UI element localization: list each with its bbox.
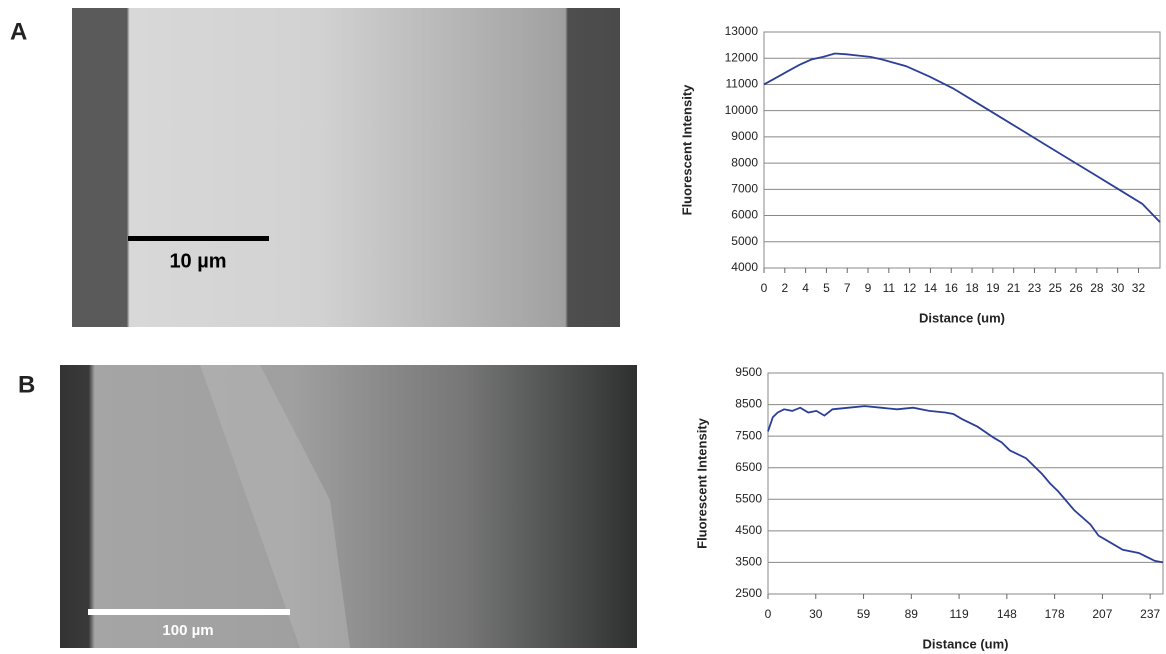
x-tick-label: 4 — [802, 281, 809, 295]
y-tick-label: 4000 — [731, 260, 758, 274]
x-tick-label: 16 — [945, 281, 959, 295]
x-tick-label: 12 — [903, 281, 917, 295]
x-tick-label: 2 — [781, 281, 788, 295]
y-tick-label: 7000 — [731, 182, 758, 196]
x-tick-label: 18 — [965, 281, 979, 295]
scale-bar-label: 10 µm — [169, 250, 226, 272]
x-tick-label: 11 — [883, 281, 896, 295]
scale-bar — [88, 609, 290, 615]
panel-label: A — [10, 18, 27, 45]
x-tick-label: 28 — [1090, 281, 1104, 295]
y-tick-label: 13000 — [725, 24, 759, 38]
x-tick-label: 25 — [1049, 281, 1063, 295]
x-tick-label: 21 — [1007, 281, 1021, 295]
x-tick-label: 119 — [950, 607, 969, 621]
x-tick-label: 178 — [1045, 607, 1065, 621]
x-tick-label: 23 — [1028, 281, 1042, 295]
y-tick-label: 8500 — [735, 397, 762, 411]
panel-label: B — [18, 371, 35, 398]
x-tick-label: 207 — [1092, 607, 1112, 621]
x-tick-label: 0 — [761, 281, 768, 295]
plot-area — [767, 372, 1164, 595]
y-axis-title: Fluorescent Intensity — [694, 417, 709, 549]
scale-bar — [128, 236, 269, 241]
x-tick-label: 5 — [823, 281, 830, 295]
y-tick-label: 9000 — [731, 129, 758, 143]
micrograph — [60, 365, 637, 648]
x-tick-label: 14 — [924, 281, 938, 295]
y-tick-label: 6000 — [731, 208, 758, 222]
x-tick-label: 148 — [997, 607, 1017, 621]
y-tick-label: 8000 — [731, 155, 758, 169]
y-tick-label: 9500 — [735, 365, 762, 379]
x-tick-label: 7 — [844, 281, 851, 295]
x-axis-title: Distance (um) — [919, 310, 1005, 325]
data-line — [767, 405, 1164, 564]
x-tick-label: 32 — [1132, 281, 1146, 295]
x-tick-label: 30 — [1111, 281, 1125, 295]
y-tick-label: 2500 — [735, 586, 762, 600]
micrograph — [72, 8, 620, 327]
y-tick-label: 11000 — [726, 77, 759, 91]
y-tick-label: 3500 — [735, 555, 762, 569]
y-tick-label: 6500 — [735, 460, 762, 474]
x-tick-label: 237 — [1140, 607, 1160, 621]
x-tick-label: 30 — [809, 607, 823, 621]
x-tick-label: 89 — [905, 607, 919, 621]
scale-bar-label: 100 µm — [162, 622, 213, 639]
y-tick-label: 5000 — [731, 234, 758, 248]
x-tick-label: 19 — [986, 281, 1000, 295]
y-tick-label: 10000 — [725, 103, 759, 117]
x-tick-label: 9 — [865, 281, 872, 295]
micrograph-feature — [200, 365, 350, 648]
data-line — [763, 52, 1161, 223]
y-tick-label: 12000 — [725, 50, 759, 64]
y-tick-label: 7500 — [735, 428, 762, 442]
x-axis-title: Distance (um) — [923, 636, 1009, 651]
y-axis-title: Fluorescent Intensity — [679, 84, 694, 216]
plot-area — [763, 31, 1161, 269]
x-tick-label: 0 — [765, 607, 772, 621]
y-tick-label: 4500 — [735, 523, 762, 537]
x-tick-label: 26 — [1069, 281, 1083, 295]
x-tick-label: 59 — [857, 607, 871, 621]
y-tick-label: 5500 — [735, 491, 762, 505]
